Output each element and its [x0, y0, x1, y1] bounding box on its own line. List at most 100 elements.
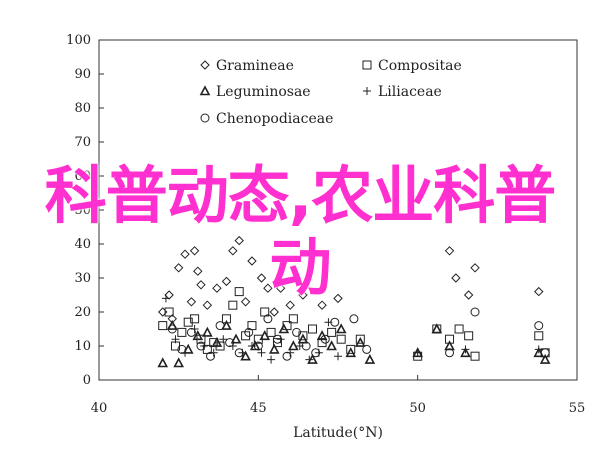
point-gramineae [333, 293, 343, 304]
y-tick-label: 80 [74, 101, 91, 116]
point-gramineae [291, 273, 302, 283]
point-liliaceae [267, 355, 276, 364]
point-compositae [336, 334, 346, 344]
point-gramineae [444, 246, 455, 256]
point-chenopodiaceae [540, 348, 550, 358]
point-leguminosae [335, 323, 347, 334]
y-tick-label: 90 [74, 67, 91, 82]
point-leguminosae [259, 330, 271, 341]
point-chenopodiaceae [445, 348, 455, 358]
point-liliaceae [171, 335, 180, 344]
legend-label-liliaceae: Liliaceae [378, 84, 442, 100]
y-tick-label: 100 [66, 33, 91, 48]
point-liliaceae [413, 348, 422, 357]
point-compositae [158, 321, 168, 331]
legend-label-leguminosae: Leguminosae [216, 84, 311, 100]
point-chenopodiaceae [362, 344, 372, 354]
point-chenopodiaceae [311, 348, 321, 358]
point-leguminosae [345, 347, 357, 358]
point-gramineae [228, 246, 238, 256]
point-chenopodiaceae [282, 351, 292, 361]
point-leguminosae [202, 326, 213, 337]
point-liliaceae [334, 352, 342, 361]
point-chenopodiaceae [225, 338, 235, 348]
point-gramineae [189, 246, 200, 256]
y-tick-label: 30 [74, 271, 91, 286]
point-leguminosae [354, 336, 366, 347]
point-gramineae [534, 286, 544, 297]
point-leguminosae [240, 350, 251, 361]
point-gramineae [451, 273, 461, 283]
point-leguminosae [460, 347, 471, 358]
point-chenopodiaceae [234, 348, 244, 358]
point-liliaceae [181, 348, 190, 357]
point-leguminosae [364, 353, 376, 364]
point-chenopodiaceae [292, 327, 302, 337]
x-tick-label: 50 [409, 401, 426, 416]
point-gramineae [285, 300, 295, 310]
point-gramineae [173, 263, 184, 273]
point-leguminosae [278, 323, 290, 334]
point-chenopodiaceae [206, 351, 216, 361]
point-chenopodiaceae [320, 334, 330, 344]
point-leguminosae [539, 353, 551, 364]
point-liliaceae [286, 348, 295, 357]
point-leguminosae [157, 357, 169, 368]
x-tick-label: 55 [569, 401, 586, 416]
point-compositae [470, 351, 480, 361]
point-compositae [266, 327, 276, 337]
legend-label-compositae: Compositae [378, 58, 462, 74]
point-chenopodiaceae [253, 341, 263, 351]
point-compositae [346, 344, 356, 354]
y-tick-label: 50 [74, 203, 91, 218]
x-tick-label: 40 [91, 401, 108, 416]
point-compositae [190, 314, 200, 324]
point-compositae [183, 317, 193, 327]
point-liliaceae [228, 342, 237, 350]
point-compositae [272, 338, 282, 348]
point-leguminosae [326, 340, 337, 351]
point-liliaceae [219, 335, 228, 344]
y-tick-label: 40 [74, 237, 91, 252]
y-tick-label: 0 [83, 373, 91, 388]
point-compositae [308, 324, 318, 334]
y-tick-label: 70 [74, 135, 91, 150]
point-compositae [355, 334, 365, 344]
point-gramineae [298, 290, 308, 300]
point-gramineae [247, 256, 257, 266]
point-chenopodiaceae [349, 314, 359, 324]
x-tick-label: 45 [250, 401, 267, 416]
legend-marker-compositae [362, 60, 372, 70]
point-chenopodiaceae [301, 341, 311, 351]
point-chenopodiaceae [186, 327, 196, 337]
point-gramineae [202, 300, 213, 310]
y-tick-label: 10 [74, 339, 91, 354]
point-compositae [454, 324, 464, 334]
point-gramineae [463, 290, 474, 300]
point-liliaceae [534, 345, 543, 354]
point-gramineae [212, 283, 222, 293]
point-leguminosae [192, 330, 204, 341]
point-leguminosae [288, 340, 299, 351]
point-leguminosae [211, 336, 223, 347]
legend-marker-liliaceae [363, 87, 371, 95]
point-chenopodiaceae [263, 314, 273, 324]
point-gramineae [275, 283, 286, 293]
point-compositae [534, 331, 544, 341]
point-gramineae [317, 300, 327, 310]
point-gramineae [164, 290, 174, 300]
legend-marker-chenopodiaceae [200, 113, 210, 123]
point-gramineae [234, 235, 244, 246]
point-leguminosae [444, 340, 455, 351]
point-compositae [234, 287, 244, 297]
point-gramineae [240, 297, 251, 307]
point-gramineae [193, 266, 203, 276]
y-tick-label: 60 [74, 169, 91, 184]
point-compositae [177, 327, 187, 337]
point-chenopodiaceae [534, 321, 544, 331]
legend-label-gramineae: Gramineae [216, 58, 294, 74]
point-compositae [228, 300, 238, 310]
point-leguminosae [268, 343, 280, 354]
axis-ticks: 0 10 20 30 40 50 60 70 80 90 100 40 45 50 55 [66, 33, 585, 416]
